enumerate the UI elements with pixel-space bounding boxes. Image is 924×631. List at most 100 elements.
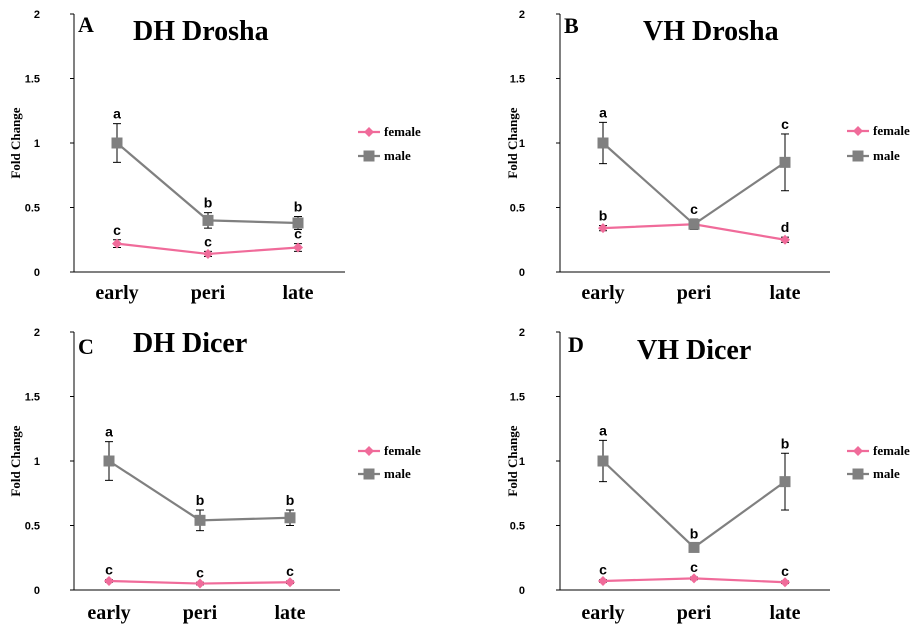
y-tick-label: 1.5	[25, 74, 40, 86]
x-tick-label: early	[95, 282, 138, 304]
legend-label: male	[384, 466, 411, 481]
x-tick-label: late	[274, 602, 305, 624]
data-point-female	[780, 577, 790, 588]
data-point-male	[292, 217, 304, 229]
significance-label: b	[781, 435, 790, 451]
panel-d: 0 0.5 1 1.5 2 Fold Change D VH Dicer early peri la…	[505, 327, 910, 624]
y-tick-label: 1.5	[510, 392, 525, 404]
x-tick-label: early	[581, 602, 624, 624]
panel-letter: A	[78, 12, 94, 37]
significance-label: b	[599, 208, 608, 224]
data-point-male	[111, 137, 123, 149]
y-tick-label: 0.5	[25, 203, 40, 215]
y-tick-label: 1	[34, 456, 40, 468]
legend-label: female	[384, 443, 421, 458]
x-tick-label: peri	[677, 602, 712, 624]
x-tick-label: peri	[183, 602, 218, 624]
panel-letter: D	[568, 332, 584, 357]
significance-label: c	[204, 233, 212, 249]
significance-label: c	[781, 563, 789, 579]
y-tick-label: 2	[34, 327, 40, 339]
y-tick-label: 1	[34, 138, 40, 150]
data-point-female	[285, 577, 295, 588]
significance-label: b	[196, 492, 205, 508]
data-point-female	[780, 234, 790, 245]
y-tick-label: 2	[519, 9, 525, 21]
y-axis-label: Fold Change	[505, 107, 520, 178]
data-point-male	[597, 455, 609, 467]
data-point-female	[203, 248, 213, 259]
data-point-male	[688, 541, 700, 553]
legend-marker-male	[363, 150, 375, 162]
chart-title: DH Drosha	[133, 16, 269, 47]
significance-label: c	[690, 559, 698, 575]
y-tick-label: 0	[519, 267, 525, 279]
legend-marker-male	[363, 468, 375, 480]
y-tick-label: 0.5	[25, 521, 40, 533]
data-point-male	[688, 218, 700, 230]
legend-marker-female	[853, 126, 863, 136]
y-tick-label: 0.5	[510, 521, 525, 533]
legend-marker-male	[852, 150, 864, 162]
legend-label: female	[384, 124, 421, 139]
x-tick-label: late	[769, 282, 800, 304]
significance-label: b	[204, 195, 213, 211]
legend-marker-female	[364, 446, 374, 456]
panel-letter: C	[78, 334, 94, 359]
y-tick-label: 1	[519, 138, 525, 150]
significance-label: c	[196, 564, 204, 580]
panel-b: 0 0.5 1 1.5 2 Fold Change B VH Drosha early peri l…	[505, 9, 910, 304]
significance-label: c	[105, 562, 113, 578]
significance-label: a	[599, 422, 607, 438]
panel-c: 0 0.5 1 1.5 2 Fold Change C DH Dicer early peri la…	[8, 327, 421, 624]
y-tick-label: 0.5	[510, 203, 525, 215]
legend-marker-female	[853, 446, 863, 456]
significance-label: b	[690, 526, 699, 542]
x-tick-label: early	[581, 282, 624, 304]
y-axis-label: Fold Change	[8, 425, 23, 496]
significance-label: b	[286, 492, 295, 508]
significance-label: b	[294, 199, 303, 215]
x-tick-label: peri	[191, 282, 226, 304]
y-tick-label: 1.5	[510, 74, 525, 86]
significance-label: c	[690, 201, 698, 217]
panel-a: 0 0.5 1 1.5 2 Fold Change A DH Drosha early peri l…	[8, 9, 421, 304]
legend-label: female	[873, 123, 910, 138]
data-point-male	[597, 137, 609, 149]
x-tick-label: peri	[677, 282, 712, 304]
y-tick-label: 0	[519, 585, 525, 597]
legend-marker-female	[364, 127, 374, 137]
significance-label: a	[599, 104, 607, 120]
chart-title: VH Drosha	[643, 16, 779, 47]
data-point-female	[112, 238, 122, 249]
data-point-male	[779, 476, 791, 488]
y-tick-label: 0	[34, 585, 40, 597]
significance-label: c	[781, 116, 789, 132]
series-line-male	[116, 142, 299, 225]
y-tick-label: 2	[519, 327, 525, 339]
x-tick-label: late	[769, 602, 800, 624]
significance-label: c	[113, 222, 121, 238]
data-point-female	[195, 578, 205, 589]
legend-label: female	[873, 443, 910, 458]
chart-title: VH Dicer	[637, 335, 751, 366]
data-point-female	[293, 242, 303, 253]
legend-label: male	[873, 148, 900, 163]
data-point-female	[598, 223, 608, 234]
significance-label: c	[599, 562, 607, 578]
panel-letter: B	[564, 13, 579, 38]
data-point-male	[194, 514, 206, 526]
legend-label: male	[873, 466, 900, 481]
significance-label: a	[113, 106, 121, 122]
data-point-female	[689, 573, 699, 584]
x-tick-label: early	[87, 602, 130, 624]
chart-title: DH Dicer	[133, 328, 247, 359]
legend-label: male	[384, 148, 411, 163]
y-tick-label: 1	[519, 456, 525, 468]
y-tick-label: 1.5	[25, 392, 40, 404]
significance-label: d	[781, 219, 790, 235]
y-tick-label: 2	[34, 9, 40, 21]
y-axis-label: Fold Change	[8, 107, 23, 178]
significance-label: c	[294, 226, 302, 242]
data-point-male	[779, 156, 791, 168]
